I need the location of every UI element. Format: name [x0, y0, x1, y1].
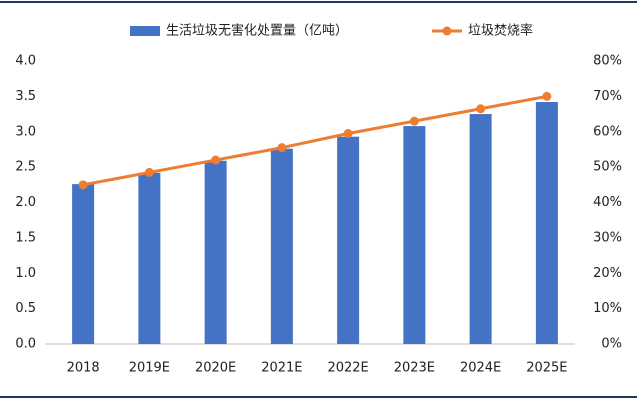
line-marker: [409, 116, 419, 126]
bar: [337, 136, 360, 344]
x-tick-label: 2021E: [261, 361, 302, 376]
line-marker: [277, 143, 287, 153]
bar: [138, 172, 161, 344]
line-marker: [144, 167, 154, 177]
y-tick-label: 0.0: [15, 337, 36, 352]
y2-tick-label: 80%: [593, 54, 622, 69]
legend-label: 生活垃圾无害化处置量（亿吨）: [166, 23, 348, 39]
y-tick-label: 3.5: [15, 89, 36, 104]
y-tick-label: 1.0: [15, 266, 36, 281]
y-tick-label: 2.0: [15, 195, 36, 210]
line: [82, 94, 548, 187]
line-marker: [542, 91, 552, 101]
legend-label: 垃圾焚烧率: [468, 23, 533, 39]
bar: [469, 114, 492, 344]
x-tick-label: 2018: [67, 361, 100, 376]
y2-tick-label: 50%: [593, 160, 622, 175]
x-tick-label: 2020E: [195, 361, 236, 376]
y-tick-label: 1.5: [15, 230, 36, 245]
y2-tick-label: 30%: [593, 230, 622, 245]
x-tick-label: 2022E: [327, 361, 368, 376]
bar: [270, 148, 293, 344]
bar: [72, 184, 95, 344]
x-tick-label: 2019E: [129, 361, 170, 376]
y2-tick-label: 10%: [593, 301, 622, 316]
y2-tick-label: 0%: [601, 337, 622, 352]
x-tick-label: 2024E: [460, 361, 501, 376]
line-marker: [476, 104, 486, 114]
x-tick-label: 2023E: [394, 361, 435, 376]
line-marker: [78, 180, 88, 190]
bar: [535, 102, 558, 344]
y2-tick-label: 40%: [593, 195, 622, 210]
bar: [204, 160, 227, 344]
legend-swatch: [442, 26, 452, 36]
bar: [403, 126, 426, 344]
legend-swatch: [130, 26, 160, 36]
y-tick-label: 2.5: [15, 160, 36, 175]
y2-tick-label: 60%: [593, 124, 622, 139]
y-tick-label: 0.5: [15, 301, 36, 316]
line-marker: [211, 155, 221, 165]
y2-tick-label: 70%: [593, 89, 622, 104]
y-tick-label: 3.0: [15, 124, 36, 139]
y-tick-label: 4.0: [15, 54, 36, 69]
line-marker: [343, 129, 353, 139]
y2-tick-label: 20%: [593, 266, 622, 281]
x-tick-label: 2025E: [526, 361, 567, 376]
